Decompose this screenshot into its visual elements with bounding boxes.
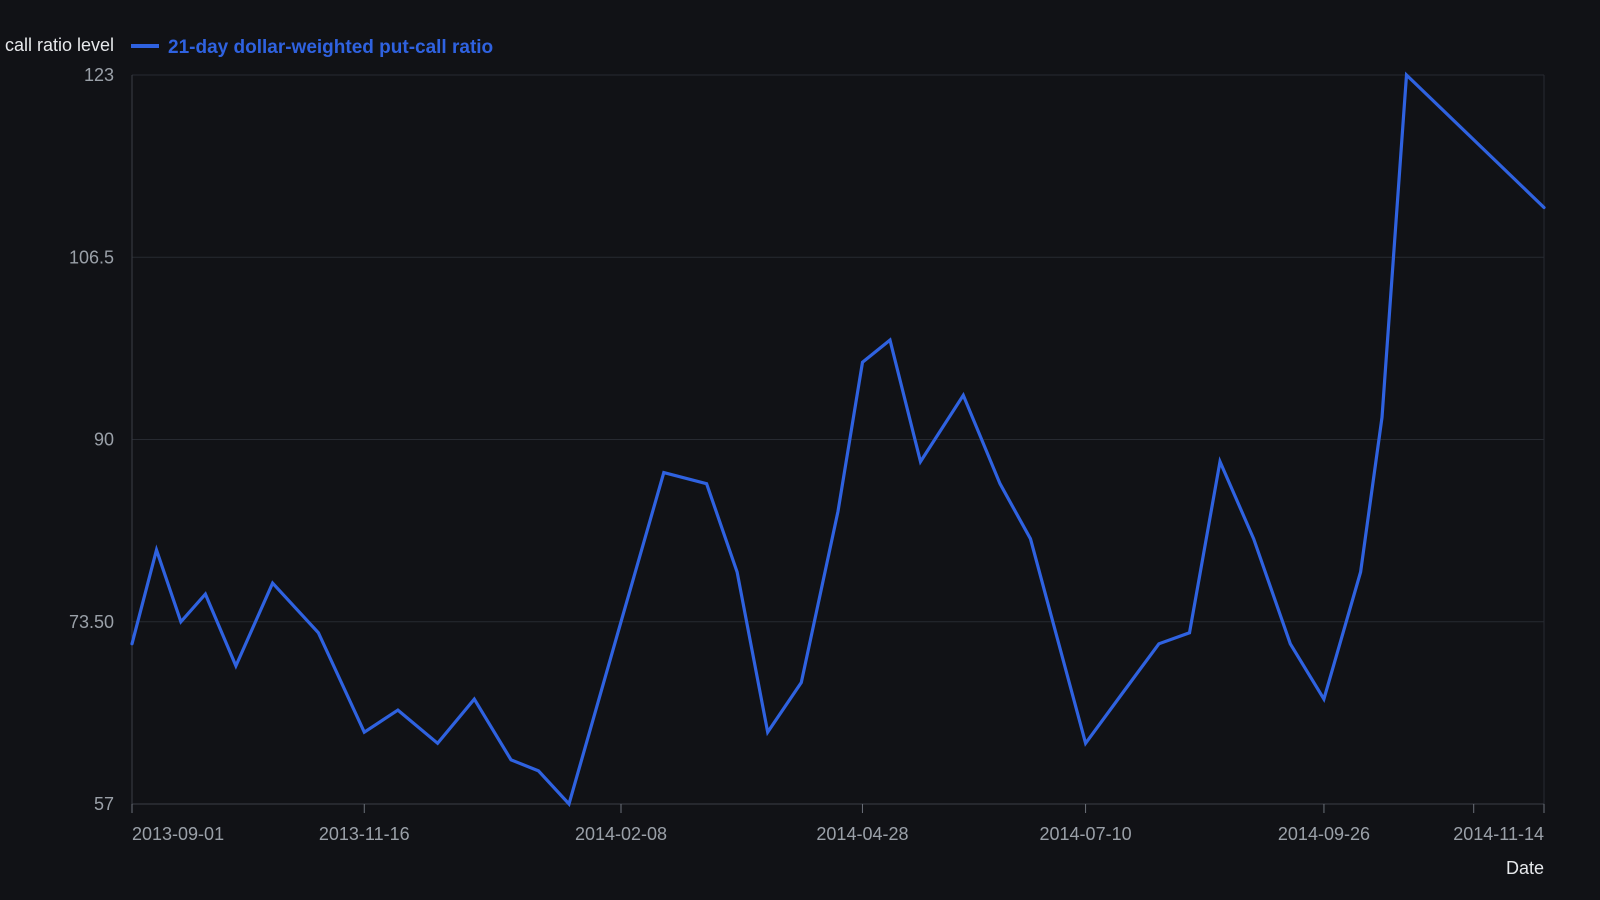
data-point xyxy=(468,693,480,705)
x-tick-label: 2013-09-01 xyxy=(132,824,224,844)
data-point xyxy=(1183,627,1195,639)
data-point xyxy=(1153,638,1165,650)
data-point xyxy=(658,467,670,479)
data-point xyxy=(915,456,927,468)
data-point xyxy=(1284,638,1296,650)
series-line xyxy=(130,71,1546,808)
data-point xyxy=(884,334,896,346)
data-point xyxy=(432,737,444,749)
y-tick-label: 123 xyxy=(84,65,114,85)
data-point xyxy=(358,726,370,738)
data-point xyxy=(563,798,575,810)
legend-label: 21-day dollar-weighted put-call ratio xyxy=(168,37,493,58)
data-point xyxy=(1025,533,1037,545)
data-point xyxy=(532,765,544,777)
data-point xyxy=(392,704,404,716)
data-point xyxy=(856,356,868,368)
data-point xyxy=(795,677,807,689)
data-point xyxy=(230,660,242,672)
data-point xyxy=(1214,456,1226,468)
x-tick-label: 2014-02-08 xyxy=(575,824,667,844)
data-point xyxy=(267,577,279,589)
data-point xyxy=(832,505,844,517)
data-point xyxy=(126,638,138,650)
data-point xyxy=(1376,411,1388,423)
series-layer xyxy=(126,69,1550,810)
data-point xyxy=(175,616,187,628)
x-axis-title: Date xyxy=(1506,858,1544,878)
data-point xyxy=(1116,688,1128,700)
data-point xyxy=(994,478,1006,490)
axes: 57 73.50 90 106.5 123 2013-09-01 2013-11-16 201… xyxy=(5,35,1545,878)
y-tick-label: 106.5 xyxy=(69,247,114,267)
data-point xyxy=(1355,566,1367,578)
y-tick-label: 90 xyxy=(94,430,114,450)
data-point xyxy=(731,566,743,578)
x-tick-label: 2014-09-26 xyxy=(1278,824,1370,844)
x-tick-label: 2014-11-14 xyxy=(1453,824,1544,844)
data-point xyxy=(1248,533,1260,545)
y-tick-label: 73.50 xyxy=(69,612,114,632)
data-point xyxy=(615,616,627,628)
y-tick-label: 57 xyxy=(94,794,114,814)
data-point xyxy=(762,726,774,738)
grid xyxy=(132,74,1545,805)
y-axis-title: call ratio level xyxy=(5,35,114,55)
data-point xyxy=(701,478,713,490)
x-tick-label: 2014-04-28 xyxy=(816,824,908,844)
data-point xyxy=(1318,693,1330,705)
data-point xyxy=(150,544,162,556)
data-point xyxy=(1538,202,1550,214)
data-point xyxy=(1400,69,1412,81)
data-point xyxy=(199,588,211,600)
x-tick-label: 2013-11-16 xyxy=(319,824,410,844)
data-point xyxy=(505,754,517,766)
x-tick-label: 2014-07-10 xyxy=(1040,824,1132,844)
data-point xyxy=(312,627,324,639)
legend: 21-day dollar-weighted put-call ratio xyxy=(131,37,493,58)
data-point xyxy=(1080,737,1092,749)
data-point xyxy=(957,389,969,401)
